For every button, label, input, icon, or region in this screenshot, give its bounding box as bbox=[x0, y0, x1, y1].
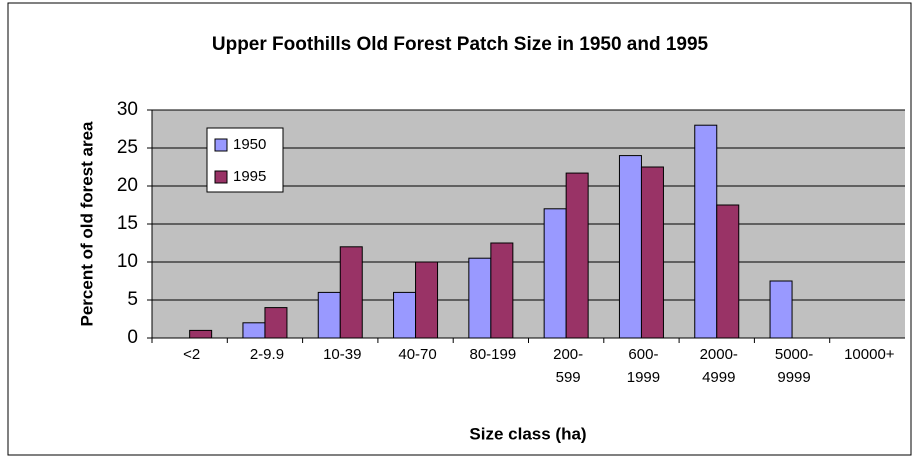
legend-label: 1950 bbox=[233, 136, 266, 153]
x-tick-label: 5000-9999 bbox=[775, 346, 813, 386]
legend-label: 1995 bbox=[233, 168, 266, 185]
bar bbox=[769, 280, 793, 339]
x-tick-label: 2000-4999 bbox=[700, 346, 738, 386]
y-tick-label: 5 bbox=[127, 289, 138, 310]
bar bbox=[543, 208, 567, 339]
y-tick-label: 30 bbox=[117, 99, 138, 120]
chart-title: Upper Foothills Old Forest Patch Size in… bbox=[212, 34, 709, 55]
x-tick-label: 10000+ bbox=[844, 346, 895, 363]
x-tick-label: <2 bbox=[183, 346, 200, 363]
x-tick-label: 40-70 bbox=[398, 346, 436, 363]
y-tick-label: 10 bbox=[117, 251, 138, 272]
y-axis-title: Percent of old forest area bbox=[77, 121, 96, 327]
x-axis-title: Size class (ha) bbox=[469, 424, 586, 443]
bar bbox=[242, 322, 266, 339]
bar bbox=[317, 291, 341, 339]
bar bbox=[618, 155, 642, 339]
bar bbox=[393, 291, 417, 339]
bar bbox=[694, 124, 718, 339]
x-tick-label: 200-599 bbox=[553, 346, 583, 386]
bar bbox=[189, 329, 213, 339]
x-tick-label: 2-9.9 bbox=[250, 346, 284, 363]
x-tick-label: 80-199 bbox=[469, 346, 516, 363]
bar bbox=[565, 172, 589, 339]
legend-swatch bbox=[214, 138, 228, 152]
bar bbox=[640, 166, 664, 339]
bar bbox=[468, 257, 492, 339]
y-tick-label: 0 bbox=[127, 327, 138, 348]
bar bbox=[415, 261, 439, 339]
x-tick-label: 10-39 bbox=[323, 346, 361, 363]
y-tick-label: 25 bbox=[117, 137, 138, 158]
bar bbox=[339, 246, 363, 339]
bar bbox=[716, 204, 740, 339]
bar bbox=[264, 307, 288, 339]
y-tick-label: 15 bbox=[117, 213, 138, 234]
bar bbox=[490, 242, 514, 339]
legend-swatch bbox=[214, 170, 228, 184]
y-tick-label: 20 bbox=[117, 175, 138, 196]
x-tick-label: 600-1999 bbox=[627, 346, 660, 386]
